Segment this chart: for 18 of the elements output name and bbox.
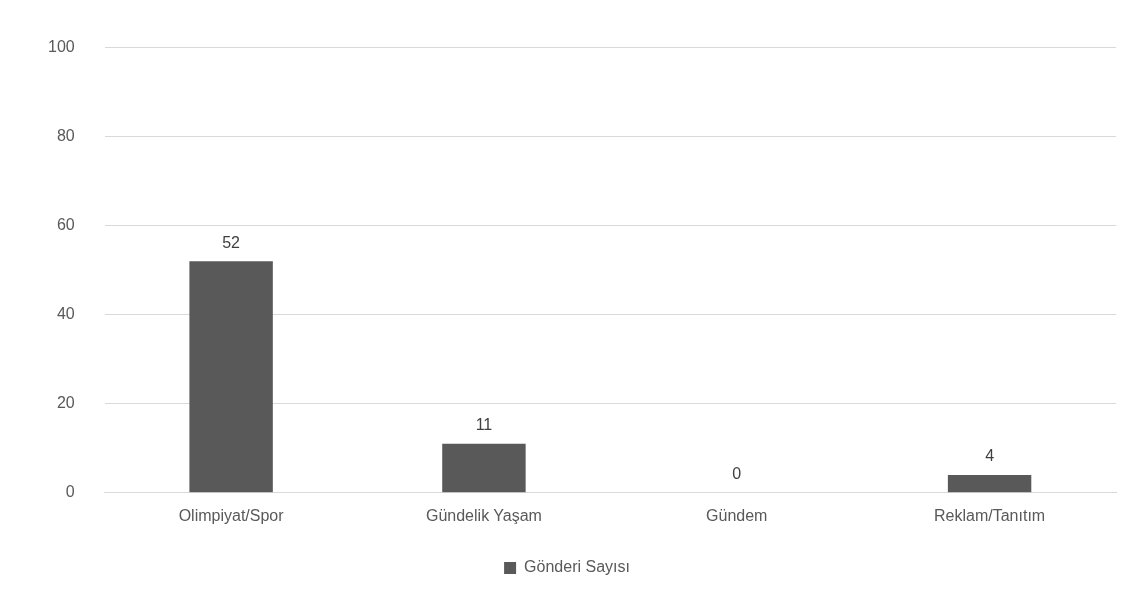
y-tick-label: 0 (65, 483, 75, 501)
data-label: 4 (985, 447, 995, 465)
y-tick-label: 40 (56, 305, 75, 323)
x-tick-label: Gündelik Yaşam (425, 506, 542, 524)
x-tick-label: Reklam/Tanıtım (934, 506, 1046, 524)
bar (947, 474, 1032, 493)
y-tick-label: 100 (47, 38, 75, 56)
bar (442, 443, 526, 493)
legend-label: Gönderi Sayısı (524, 558, 630, 576)
y-tick-label: 80 (56, 127, 75, 145)
data-label: 11 (475, 416, 493, 434)
y-tick-label: 60 (56, 216, 75, 234)
data-label: 0 (732, 465, 742, 483)
data-label: 52 (222, 233, 241, 251)
x-tick-label: Olimpiyat/Spor (178, 506, 285, 524)
y-tick-label: 20 (56, 394, 75, 412)
x-tick-label: Gündem (706, 506, 768, 524)
bar (189, 261, 273, 493)
